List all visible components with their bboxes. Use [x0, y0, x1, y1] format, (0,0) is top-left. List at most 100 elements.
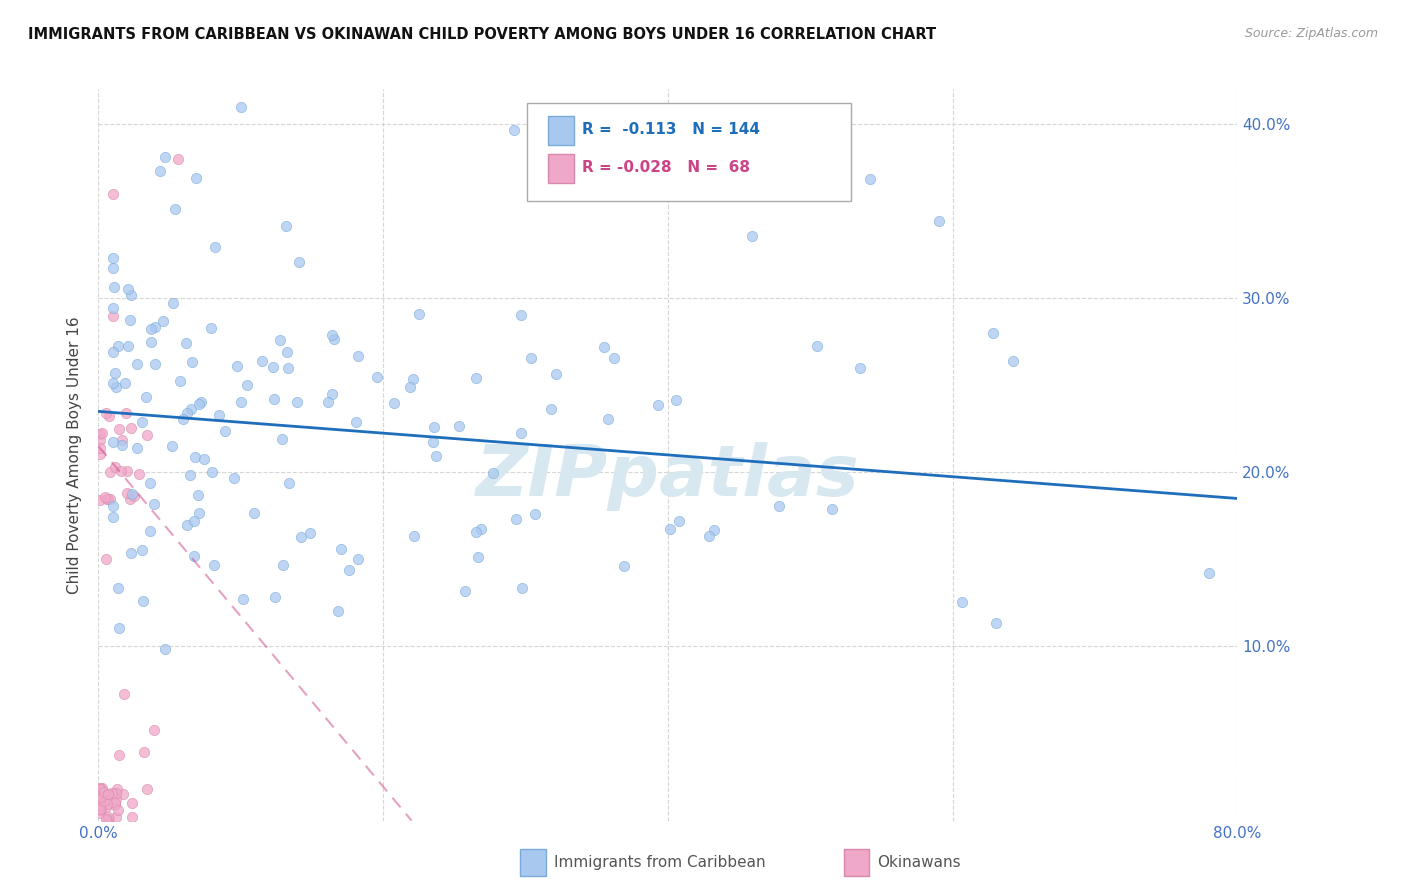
Point: [101, 251, 124, 265]
Point: [983, 326, 1005, 340]
Point: [94, 491, 117, 505]
Point: [97, 409, 120, 424]
Point: [592, 339, 614, 353]
Point: [346, 349, 368, 363]
Point: [188, 397, 211, 411]
Point: [103, 280, 125, 294]
Point: [120, 546, 142, 560]
Point: [278, 475, 301, 490]
Point: [96, 406, 118, 420]
Point: [231, 395, 253, 409]
Point: [165, 202, 187, 216]
Point: [408, 307, 430, 321]
Point: [142, 723, 165, 738]
Point: [89, 805, 111, 820]
Point: [96, 810, 118, 824]
Point: [132, 745, 155, 759]
Point: [101, 434, 124, 449]
Point: [152, 314, 174, 328]
Point: [115, 406, 138, 420]
Point: [104, 366, 127, 380]
Point: [93, 794, 115, 808]
Point: [337, 563, 360, 577]
Point: [121, 810, 143, 824]
Text: IMMIGRANTS FROM CARIBBEAN VS OKINAWAN CHILD POVERTY AMONG BOYS UNDER 16 CORRELAT: IMMIGRANTS FROM CARIBBEAN VS OKINAWAN CH…: [28, 27, 936, 42]
Point: [94, 812, 117, 826]
Point: [89, 797, 111, 812]
Point: [90, 790, 112, 805]
Point: [859, 171, 882, 186]
Point: [89, 780, 111, 795]
Point: [231, 100, 253, 114]
Point: [89, 795, 111, 809]
Point: [806, 338, 828, 352]
Point: [647, 399, 669, 413]
Point: [97, 788, 120, 802]
Point: [121, 487, 143, 501]
Point: [104, 380, 127, 394]
Point: [135, 428, 157, 442]
Point: [118, 313, 141, 327]
Point: [103, 186, 125, 201]
Point: [222, 471, 245, 485]
Point: [510, 308, 533, 322]
Point: [214, 424, 236, 438]
Point: [250, 354, 273, 368]
Point: [89, 782, 111, 797]
Point: [153, 150, 176, 164]
Point: [188, 507, 211, 521]
Point: [502, 123, 524, 137]
Point: [467, 550, 489, 565]
Point: [127, 441, 149, 455]
Text: Source: ZipAtlas.com: Source: ZipAtlas.com: [1244, 27, 1378, 40]
Point: [98, 465, 121, 479]
Point: [928, 214, 950, 228]
Point: [382, 396, 405, 410]
Point: [143, 497, 166, 511]
Point: [98, 492, 121, 507]
Point: [190, 394, 212, 409]
Point: [104, 459, 127, 474]
Point: [465, 371, 488, 385]
Point: [849, 361, 872, 376]
Point: [90, 425, 112, 440]
Point: [425, 449, 447, 463]
Point: [120, 492, 142, 507]
Point: [274, 219, 297, 233]
Point: [101, 344, 124, 359]
Point: [98, 812, 121, 826]
Point: [449, 419, 471, 434]
Point: [121, 421, 143, 435]
Point: [323, 332, 346, 346]
Point: [90, 797, 112, 811]
Point: [107, 422, 129, 436]
Point: [139, 475, 162, 490]
Point: [111, 788, 134, 802]
Text: R = -0.028   N =  68: R = -0.028 N = 68: [582, 161, 749, 175]
Point: [318, 395, 340, 409]
Point: [89, 802, 111, 816]
Point: [167, 152, 190, 166]
Point: [160, 440, 183, 454]
Point: [145, 319, 167, 334]
Point: [169, 375, 191, 389]
Point: [108, 748, 131, 763]
Point: [184, 450, 207, 464]
Point: [524, 507, 547, 521]
Point: [131, 543, 153, 558]
Point: [111, 438, 134, 452]
Point: [89, 803, 111, 817]
Point: [659, 522, 682, 536]
Point: [149, 164, 172, 178]
Point: [114, 376, 136, 391]
Point: [398, 379, 420, 393]
Point: [225, 359, 247, 373]
Point: [510, 581, 533, 595]
Point: [125, 357, 148, 371]
Point: [101, 786, 124, 800]
Point: [89, 493, 111, 508]
Point: [96, 797, 118, 812]
Point: [107, 804, 129, 818]
Point: [107, 339, 129, 353]
Point: [176, 406, 198, 420]
